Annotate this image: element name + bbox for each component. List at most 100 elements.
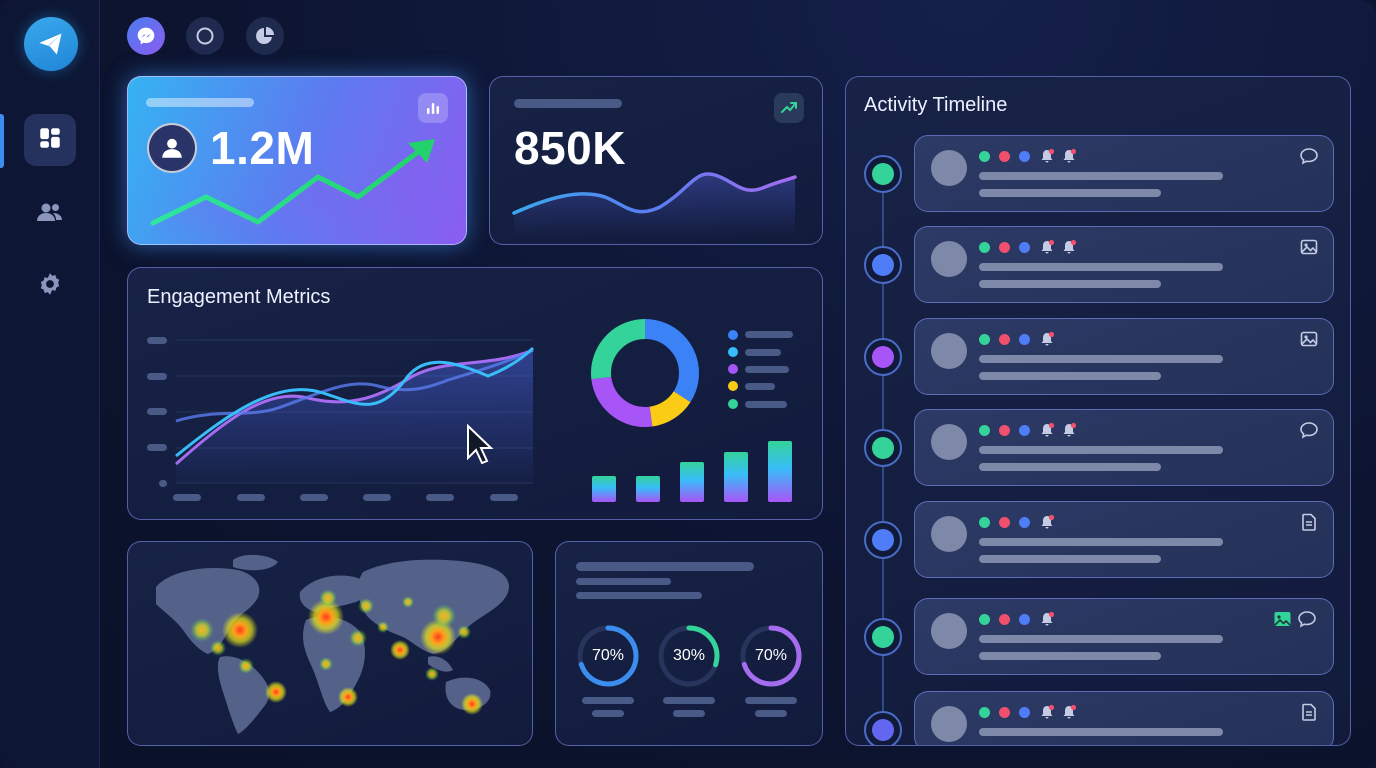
message-line: [979, 263, 1223, 271]
timeline-item[interactable]: [914, 598, 1334, 675]
message-line: [979, 446, 1223, 454]
status-dot: [979, 242, 990, 253]
stat-card-views[interactable]: 850K: [489, 76, 823, 245]
timeline-item[interactable]: [914, 501, 1334, 578]
message-line: [979, 555, 1161, 563]
message-line: [979, 728, 1223, 736]
timeline-node: [864, 155, 902, 193]
timeline-node: [864, 711, 902, 745]
stat-trend-chart: [150, 139, 435, 242]
pie-chart-icon[interactable]: [246, 17, 284, 55]
engagement-metrics-card: Engagement Metrics: [127, 267, 823, 520]
gauge-1-label: 70%: [591, 647, 625, 664]
world-map: [156, 554, 509, 734]
timeline-item[interactable]: [914, 691, 1334, 746]
timeline-node: [864, 618, 902, 656]
gauges-card-subtitle: [576, 578, 671, 585]
document-icon[interactable]: [1299, 512, 1319, 537]
stat-card-users[interactable]: 1.2M: [127, 76, 467, 245]
bell-icon: [1039, 148, 1055, 169]
status-dot: [999, 334, 1010, 345]
x-tick-placeholders: [173, 494, 518, 501]
avatar: [931, 613, 967, 649]
stat-card-label: [514, 99, 622, 108]
timeline-title: Activity Timeline: [864, 94, 1008, 116]
dashboard-grid-icon: [37, 125, 63, 156]
bell-icon: [1039, 331, 1055, 352]
stat-wave-chart: [512, 172, 797, 237]
users-icon: [36, 200, 64, 229]
status-dot: [1019, 707, 1030, 718]
status-dot: [979, 151, 990, 162]
message-line: [979, 745, 1191, 746]
status-dot: [1019, 334, 1030, 345]
bell-icon: [1039, 611, 1055, 632]
paper-plane-icon[interactable]: [24, 17, 78, 71]
gauges-card: 70% 30% 70%: [555, 541, 823, 746]
timeline-node: [864, 521, 902, 559]
image-icon[interactable]: [1299, 237, 1319, 262]
gauge-2-label: 30%: [672, 647, 706, 664]
message-line: [979, 652, 1161, 660]
status-dot: [999, 707, 1010, 718]
engagement-line-chart: [147, 319, 793, 502]
gauges-chart: [577, 625, 802, 717]
timeline-node: [864, 429, 902, 467]
bell-icon: [1039, 514, 1055, 535]
status-dot: [999, 242, 1010, 253]
trend-up-icon[interactable]: [774, 93, 804, 123]
timeline-item[interactable]: [914, 226, 1334, 303]
timeline-item[interactable]: [914, 318, 1334, 395]
bar-chart-icon[interactable]: [418, 93, 448, 123]
sidebar: [0, 0, 100, 768]
bell-icon: [1061, 239, 1077, 260]
stat-value-users: 1.2M: [210, 122, 315, 174]
user-icon: [147, 123, 197, 173]
timeline-node: [864, 338, 902, 376]
image-chat-icon[interactable]: [1273, 609, 1321, 634]
gauge-3: [740, 625, 802, 687]
message-line: [979, 372, 1161, 380]
message-line: [979, 280, 1161, 288]
avatar: [931, 333, 967, 369]
image-icon[interactable]: [1299, 329, 1319, 354]
sidebar-item-settings[interactable]: [24, 260, 76, 312]
engagement-bar-chart: [592, 441, 792, 502]
status-dot: [999, 517, 1010, 528]
timeline-node: [864, 246, 902, 284]
gauge-3-label: 70%: [754, 647, 788, 664]
chat-bubble-icon[interactable]: [1299, 420, 1319, 445]
avatar: [931, 424, 967, 460]
message-line: [979, 355, 1223, 363]
engagement-title: Engagement Metrics: [147, 286, 331, 308]
bell-icon: [1039, 422, 1055, 443]
avatar: [931, 706, 967, 742]
avatar: [931, 516, 967, 552]
gauges-card-title: [576, 562, 754, 571]
avatar: [931, 150, 967, 186]
y-tick-placeholders: [147, 337, 167, 487]
sidebar-item-users[interactable]: [24, 188, 76, 240]
status-dot: [999, 425, 1010, 436]
timeline-item[interactable]: [914, 409, 1334, 486]
timeline-item[interactable]: [914, 135, 1334, 212]
document-icon[interactable]: [1299, 702, 1319, 727]
messenger-icon[interactable]: [127, 17, 165, 55]
status-dot: [979, 707, 990, 718]
status-dot: [1019, 425, 1030, 436]
message-line: [979, 538, 1223, 546]
status-dot: [1019, 614, 1030, 625]
message-line: [979, 189, 1161, 197]
message-line: [979, 172, 1223, 180]
bell-icon: [1039, 704, 1055, 725]
activity-timeline-card: Activity Timeline: [845, 76, 1351, 746]
gear-icon: [37, 271, 63, 302]
engagement-donut-chart: [591, 319, 699, 427]
donut-legend: [728, 330, 793, 409]
circle-status-icon[interactable]: [186, 17, 224, 55]
sidebar-active-indicator: [0, 114, 4, 168]
gauge-1: [577, 625, 639, 687]
sidebar-item-dashboard[interactable]: [24, 114, 76, 166]
chat-bubble-icon[interactable]: [1299, 146, 1319, 171]
